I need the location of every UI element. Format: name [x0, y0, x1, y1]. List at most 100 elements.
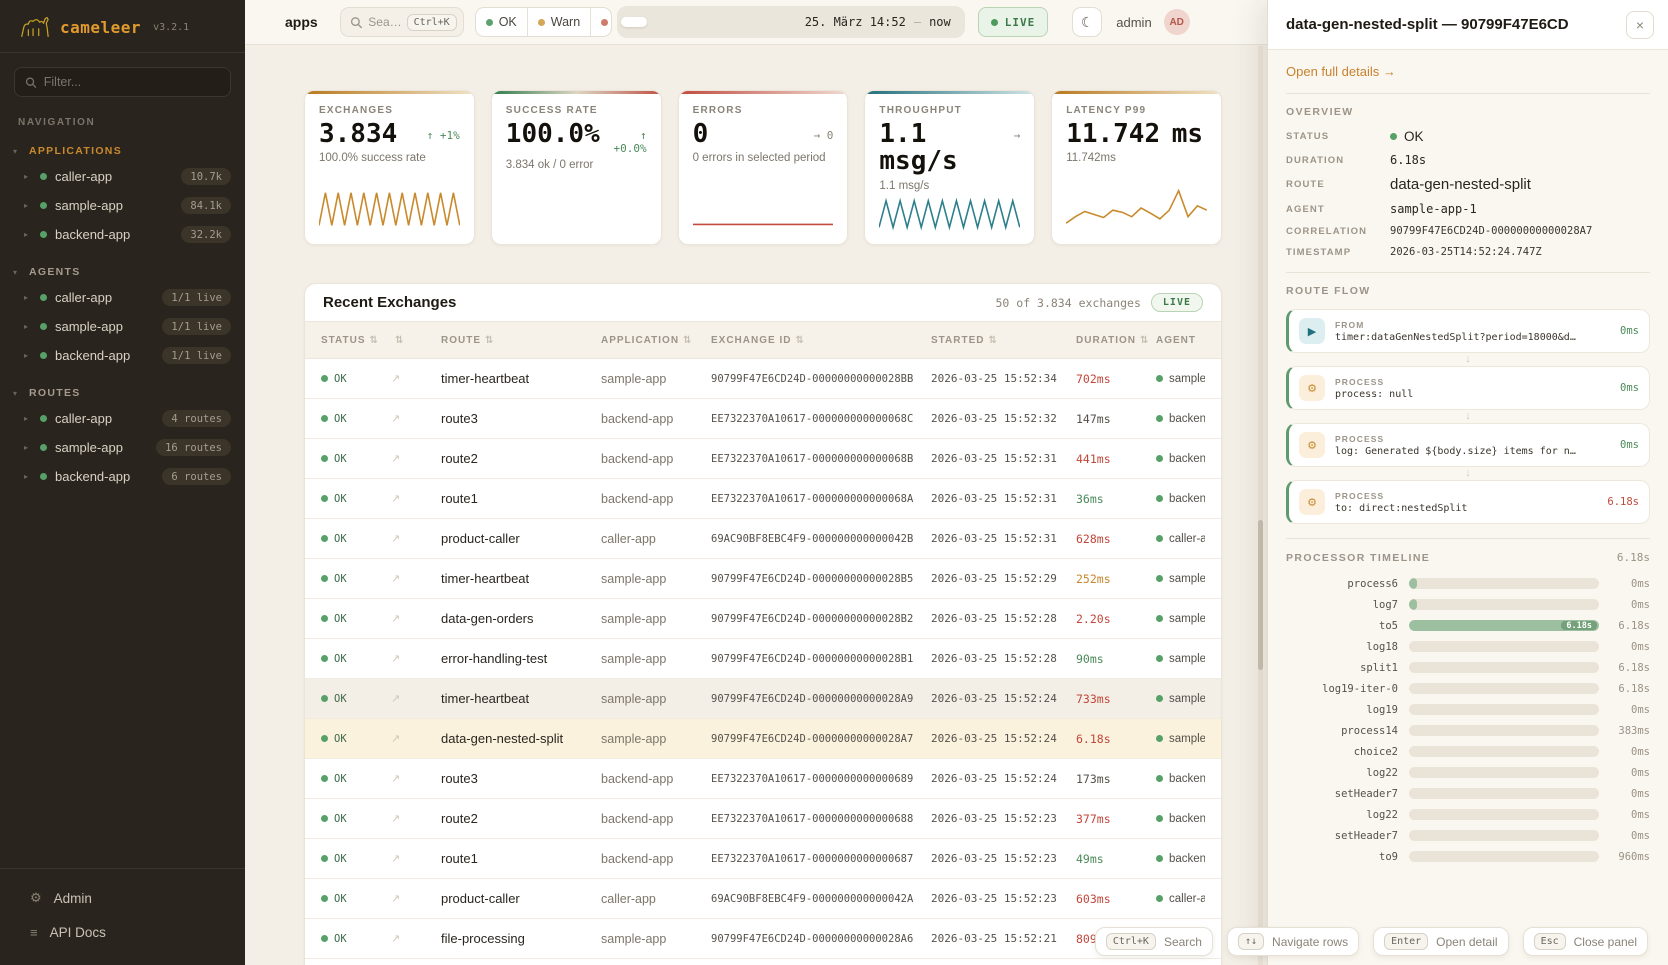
- sidebar-nav-item[interactable]: ▸ backend-app 6 routes: [0, 462, 245, 491]
- sidebar-filter[interactable]: [14, 67, 231, 97]
- table-row[interactable]: OK ↗ product-caller caller-app 69AC90BF8…: [305, 519, 1221, 559]
- table-row[interactable]: OK ↗ product-caller caller-app 69AC90BF8…: [305, 879, 1221, 919]
- table-header-row: STATUS ⇅ ⇅ ROUTE ⇅ APPLICATION ⇅ EXCHANG…: [305, 321, 1221, 359]
- table-column-header[interactable]: AGENT: [1156, 335, 1205, 346]
- sidebar-nav-item[interactable]: ▸ caller-app 4 routes: [0, 404, 245, 433]
- nav-section-header[interactable]: ▾ AGENTS: [0, 263, 245, 283]
- table-column-header[interactable]: EXCHANGE ID ⇅: [711, 335, 931, 346]
- processor-duration: 0ms: [1631, 787, 1650, 800]
- time-range-button[interactable]: [620, 17, 647, 27]
- table-row[interactable]: OK ↗ timer-heartbeat sample-app 90799F47…: [305, 359, 1221, 399]
- sparkline-chart: [506, 182, 647, 234]
- table-column-header[interactable]: STATUS ⇅: [321, 335, 391, 346]
- table-row[interactable]: OK ↗ route2 backend-app EE7322370A10617-…: [305, 439, 1221, 479]
- table-row[interactable]: OK ↗ file-processing sample-app 90799F47…: [305, 919, 1221, 959]
- sidebar-nav-item[interactable]: ▸ backend-app 32.2k: [0, 220, 245, 249]
- chevron-right-icon: ▸: [24, 443, 29, 452]
- processor-duration: 0ms: [1631, 703, 1650, 716]
- status-filter-segment[interactable]: E: [591, 8, 611, 36]
- cell-started: 2026-03-25 15:52:34: [931, 372, 1057, 385]
- global-search[interactable]: Sea… Ctrl+K: [339, 7, 464, 37]
- table-row[interactable]: OK ↗ route3 backend-app EE7322370A10617-…: [305, 759, 1221, 799]
- avatar[interactable]: AD: [1163, 9, 1190, 35]
- filter-input[interactable]: [43, 75, 220, 89]
- cell-duration: 49ms: [1076, 851, 1104, 866]
- table-row[interactable]: OK ↗ route3 backend-app EE7322370A10617-…: [305, 399, 1221, 439]
- time-range-button[interactable]: [649, 17, 675, 27]
- table-row[interactable]: OK ↗ error-handling-test sample-app 9079…: [305, 639, 1221, 679]
- cell-route: route3: [441, 411, 478, 426]
- processor-duration: 0ms: [1631, 745, 1650, 758]
- time-range-button[interactable]: [705, 17, 731, 27]
- table-column-header[interactable]: STARTED ⇅: [931, 335, 1076, 346]
- arrow-down-icon: ↓: [1465, 467, 1471, 479]
- status-filter-segment[interactable]: Warn: [528, 8, 592, 36]
- cell-started: 2026-03-25 15:52:24: [931, 692, 1057, 705]
- date-range-control[interactable]: 25. März 14:52 — now: [805, 15, 951, 29]
- scrollbar-thumb[interactable]: [1258, 520, 1263, 670]
- table-column-header[interactable]: DURATION ⇅: [1076, 335, 1156, 346]
- table-column-header[interactable]: ⇅: [391, 335, 441, 346]
- processor-duration: 0ms: [1631, 577, 1650, 590]
- table-row[interactable]: OK ↗ route2 backend-app EE7322370A10617-…: [305, 799, 1221, 839]
- step-duration: 0ms: [1620, 382, 1639, 394]
- route-flow-step[interactable]: ⚙ PROCESS log: Generated ${body.size} it…: [1286, 423, 1650, 467]
- route-flow-step[interactable]: ⚙ PROCESS process: null 0ms: [1286, 366, 1650, 410]
- keyboard-shortcuts-bar: Ctrl+K Search ↑↓ Navigate rows Enter Ope…: [1094, 927, 1648, 956]
- sidebar-nav-item[interactable]: ▸ caller-app 10.7k: [0, 162, 245, 191]
- timeline-bar-track: 6.18s: [1409, 620, 1599, 631]
- cell-duration: 628ms: [1076, 531, 1111, 546]
- sidebar-footer-item[interactable]: ≡ API Docs: [0, 915, 245, 949]
- table-row[interactable]: OK ↗ route1 backend-app EE7322370A10617-…: [305, 839, 1221, 879]
- sidebar-nav-item[interactable]: ▸ caller-app 1/1 live: [0, 283, 245, 312]
- sidebar-nav-item[interactable]: ▸ sample-app 1/1 live: [0, 312, 245, 341]
- shortcut-chip: Enter Open detail: [1373, 927, 1509, 956]
- theme-toggle-button[interactable]: ☾: [1072, 7, 1103, 37]
- table-row[interactable]: OK ↗ data-gen-orders sample-app 90799F47…: [305, 599, 1221, 639]
- table-column-header[interactable]: ROUTE ⇅: [441, 335, 601, 346]
- live-toggle-button[interactable]: LIVE: [977, 7, 1049, 37]
- status-dot: [40, 352, 47, 359]
- status-text: OK: [334, 692, 347, 705]
- stat-label: EXCHANGES: [319, 105, 394, 116]
- nav-item-badge: 1/1 live: [162, 289, 231, 306]
- sidebar-footer: ⚙ Admin ≡ API Docs: [0, 868, 245, 965]
- card-accent-strip: [491, 91, 661, 94]
- status-dot: [40, 415, 47, 422]
- cell-application: caller-app: [601, 531, 656, 546]
- agent-name: sample-app-1: [1169, 612, 1205, 625]
- time-range-button[interactable]: [761, 17, 787, 27]
- timeline-bar-track: [1409, 683, 1599, 694]
- status-filter-segment[interactable]: OK: [476, 8, 528, 36]
- route-flow-step[interactable]: ▶ FROM timer:dataGenNestedSplit?period=1…: [1286, 309, 1650, 353]
- route-flow-step[interactable]: ⚙ PROCESS to: direct:nestedSplit 6.18s: [1286, 480, 1650, 524]
- time-range-button[interactable]: [733, 17, 759, 27]
- close-panel-button[interactable]: ×: [1626, 10, 1654, 39]
- time-range-button[interactable]: [677, 17, 703, 27]
- table-row[interactable]: OK ↗ timer-heartbeat sample-app 90799F47…: [305, 559, 1221, 599]
- chevron-right-icon: ▸: [24, 351, 29, 360]
- main-scrollbar[interactable]: [1258, 46, 1263, 965]
- cell-route: route2: [441, 451, 478, 466]
- nav-section-header[interactable]: ▾ ROUTES: [0, 384, 245, 404]
- nav-item-label: sample-app: [55, 198, 123, 213]
- table-row[interactable]: OK ↗ data-gen-nested-split sample-app 90…: [305, 719, 1221, 759]
- sidebar-footer-item[interactable]: ⚙ Admin: [0, 881, 245, 915]
- nav-section-items: ▸ caller-app 1/1 live ▸ sample-app 1/1 l…: [0, 283, 245, 370]
- table-row[interactable]: OK ↗ route1 backend-app EE7322370A10617-…: [305, 479, 1221, 519]
- nav-item-label: caller-app: [55, 290, 113, 305]
- cell-application: backend-app: [601, 771, 674, 786]
- cell-agent: backend-app-1: [1156, 493, 1205, 505]
- open-full-details-link[interactable]: Open full details →: [1286, 64, 1396, 79]
- cell-started: 2026-03-25 15:52:28: [931, 652, 1057, 665]
- context-label: apps: [285, 14, 318, 30]
- recent-exchanges-card: Recent Exchanges 50 of 3.834 exchanges L…: [304, 283, 1222, 965]
- nav-section-header[interactable]: ▾ APPLICATIONS: [0, 142, 245, 162]
- sidebar-nav-item[interactable]: ▸ sample-app 84.1k: [0, 191, 245, 220]
- cell-route: route1: [441, 851, 478, 866]
- table-row[interactable]: OK ↗ timer-heartbeat sample-app 90799F47…: [305, 679, 1221, 719]
- agent-dot-icon: [1156, 655, 1163, 662]
- sidebar-nav-item[interactable]: ▸ sample-app 16 routes: [0, 433, 245, 462]
- table-column-header[interactable]: APPLICATION ⇅: [601, 335, 711, 346]
- sidebar-nav-item[interactable]: ▸ backend-app 1/1 live: [0, 341, 245, 370]
